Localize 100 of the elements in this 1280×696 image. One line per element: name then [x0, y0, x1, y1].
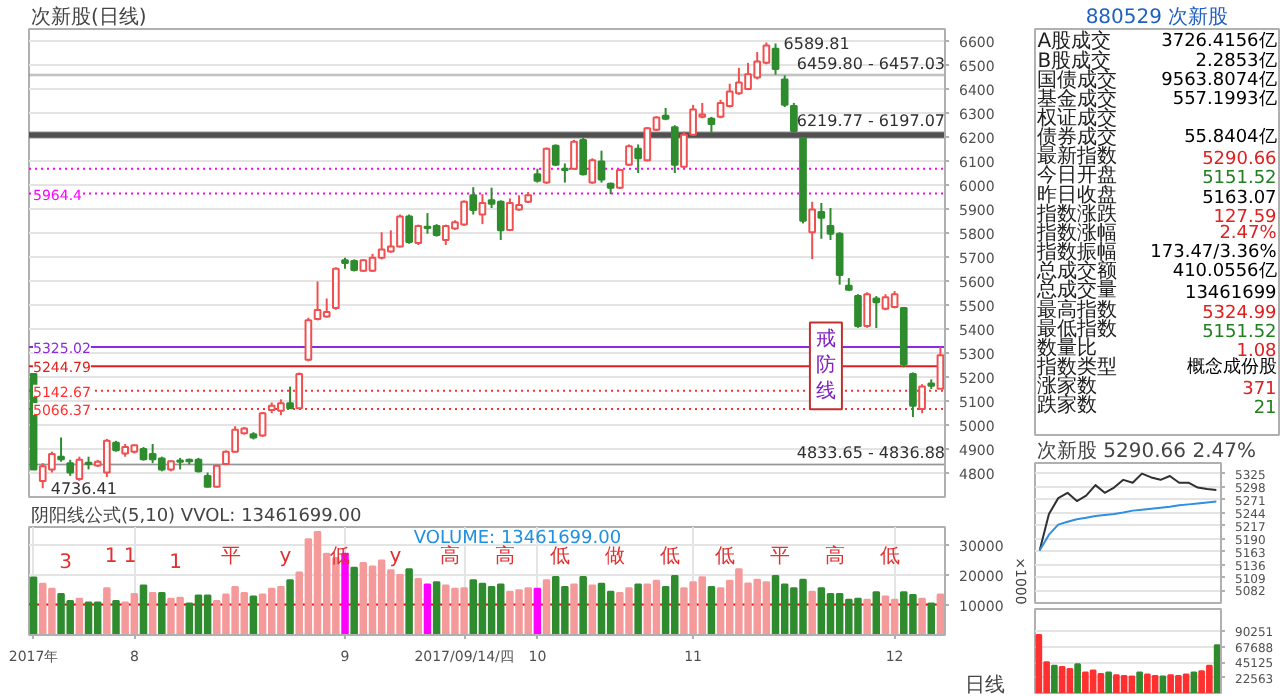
bar — [890, 598, 899, 635]
text: 880529 次新股 — [1085, 5, 1229, 29]
text: 2.2853亿 — [1195, 51, 1277, 72]
candlestick — [863, 291, 871, 329]
bar — [1051, 664, 1058, 693]
bar — [716, 587, 725, 635]
text: 5163.07 — [1202, 188, 1277, 209]
candlestick — [597, 149, 606, 184]
bar — [1182, 673, 1190, 693]
bar — [148, 592, 157, 635]
candlestick — [258, 411, 267, 438]
candlestick — [478, 193, 487, 226]
bar — [1082, 671, 1089, 693]
bar — [881, 595, 890, 635]
candlestick — [918, 383, 926, 415]
text: 173.47/3.36% — [1150, 243, 1277, 264]
bar — [808, 590, 816, 635]
candlestick — [75, 455, 84, 482]
bar — [1167, 674, 1174, 693]
candlestick — [936, 346, 945, 390]
bar — [194, 594, 203, 635]
bar — [432, 581, 441, 635]
category-label: 今日开盘 — [1037, 163, 1118, 188]
annotation: 6589.81 — [783, 35, 850, 54]
bar — [103, 587, 111, 635]
bar — [1066, 668, 1074, 693]
text: 5151.52 — [1202, 169, 1277, 190]
bar — [817, 587, 826, 635]
bar — [158, 592, 166, 635]
annotation: 做 — [605, 546, 626, 569]
candlestick — [57, 436, 65, 463]
category-label: 最高指数 — [1037, 297, 1118, 322]
bar — [258, 593, 267, 635]
bar — [487, 586, 496, 635]
candlestick — [771, 42, 780, 76]
bar — [1120, 674, 1128, 693]
annotation: 低 — [550, 546, 571, 569]
band-label: 6459.80 - 6457.03 — [796, 54, 946, 73]
candlestick — [817, 202, 826, 240]
annotation: 1 — [169, 552, 182, 575]
text: 3726.4156亿 — [1161, 32, 1277, 53]
x-axis-title: 日线 — [965, 673, 1005, 696]
bar — [1144, 673, 1151, 693]
bar — [112, 600, 120, 635]
candlestick — [542, 146, 551, 185]
bar — [863, 598, 871, 635]
candlestick — [588, 157, 597, 185]
bar — [75, 597, 84, 635]
bar — [771, 574, 780, 635]
annotation: 低 — [715, 546, 736, 569]
bar — [1159, 675, 1167, 693]
candlestick — [579, 136, 588, 177]
bar — [542, 579, 551, 635]
candlestick — [322, 297, 331, 319]
category-label: 指数涨跌 — [1035, 201, 1118, 226]
bar — [826, 593, 835, 635]
band-label: 6219.77 - 6197.07 — [796, 112, 946, 131]
text: 21 — [1253, 399, 1277, 420]
bar — [469, 579, 478, 635]
candlestick — [496, 199, 505, 241]
bar — [707, 585, 716, 635]
category-label: 昨日收盘 — [1037, 182, 1118, 207]
annotation: 高 — [440, 544, 461, 569]
candlestick — [854, 293, 862, 329]
bar — [643, 583, 652, 635]
bar — [93, 601, 102, 635]
text: 371 — [1242, 380, 1277, 401]
text: 5290.66 — [1202, 150, 1277, 171]
bar — [185, 602, 194, 635]
annotation: 低 — [880, 546, 901, 569]
candlestick — [570, 138, 578, 171]
text: 概念成份股 — [1186, 357, 1277, 378]
bar — [414, 577, 423, 635]
chart-title: 次新股(日线) — [31, 5, 147, 29]
line-series — [1038, 500, 1218, 552]
candlestick — [469, 186, 478, 216]
category-label: 指数类型 — [1035, 354, 1118, 379]
bar — [203, 594, 212, 635]
band-label: 4833.65 - 4836.88 — [796, 444, 946, 463]
chart-title: 阴阳线公式(5,10) VVOL: 13461699.00 — [31, 505, 362, 527]
bar — [579, 576, 587, 635]
bar — [1035, 633, 1043, 693]
candlestick — [872, 295, 881, 330]
chart-title: 次新股 5290.66 2.47% — [1037, 439, 1256, 463]
annotation: 高 — [825, 544, 846, 569]
annotation: y — [279, 546, 292, 569]
candlestick — [286, 385, 294, 410]
annotation: 4736.41 — [50, 480, 117, 499]
category-label: B股成交 — [1037, 48, 1112, 73]
annotation: y — [389, 546, 402, 569]
bar — [588, 584, 597, 635]
bar — [359, 562, 368, 635]
category-label: 国债成交 — [1037, 67, 1118, 92]
category-label: 跌家数 — [1037, 393, 1098, 418]
bar — [29, 576, 38, 635]
bar — [1213, 644, 1221, 693]
text: 2.47% — [1219, 223, 1277, 244]
bar — [1175, 674, 1182, 693]
bar — [872, 591, 881, 635]
bar — [927, 602, 936, 635]
